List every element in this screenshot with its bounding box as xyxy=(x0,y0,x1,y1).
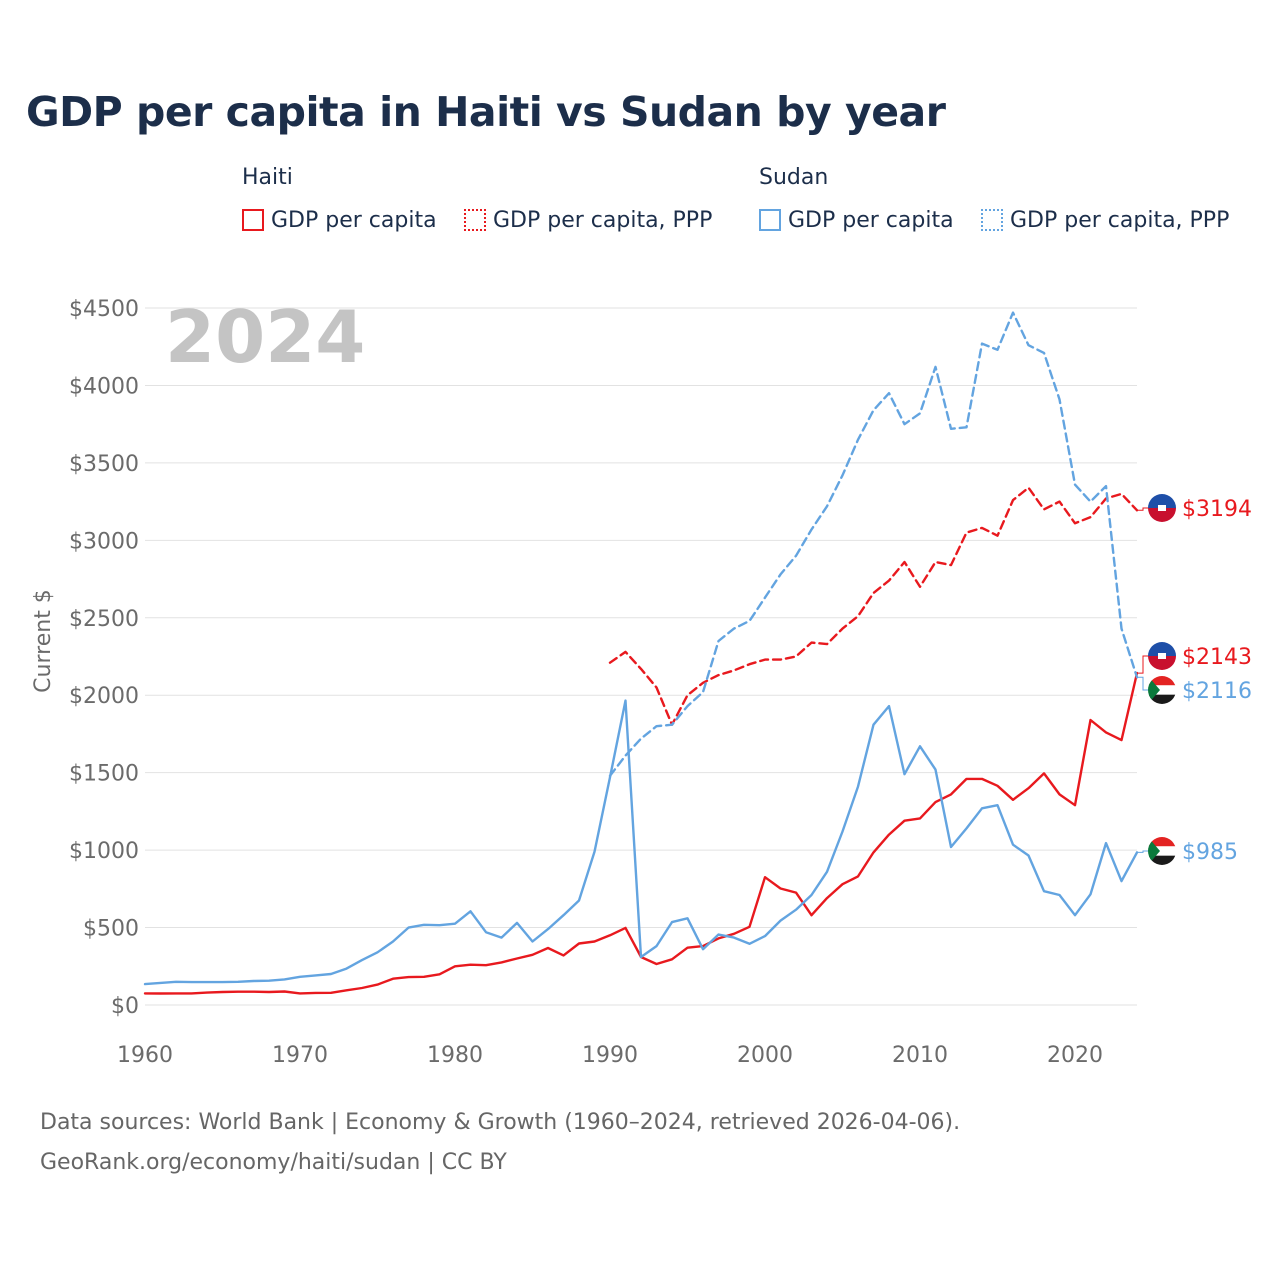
end-value-label: $985 xyxy=(1182,840,1238,865)
flag-triangle xyxy=(1148,676,1160,704)
haiti-flag-icon xyxy=(1148,494,1176,522)
flag-band xyxy=(1148,855,1176,865)
legend-label-haiti-gdp: GDP per capita xyxy=(271,207,437,233)
sudan-flag-icon xyxy=(1148,837,1176,865)
x-tick-label: 1990 xyxy=(582,1043,638,1068)
end-connector xyxy=(1137,655,1148,674)
flag-band xyxy=(1148,694,1176,704)
source-url[interactable]: GeoRank.org/economy/haiti/sudan | CC BY xyxy=(40,1150,507,1175)
x-tick-label: 2000 xyxy=(737,1043,793,1068)
end-value-label: $2116 xyxy=(1182,679,1252,704)
legend-label-sudan-gdp: GDP per capita xyxy=(788,207,954,233)
legend-sudan-ppp[interactable]: GDP per capita, PPP xyxy=(981,205,1229,235)
legend-label-haiti-ppp: GDP per capita, PPP xyxy=(493,207,713,233)
end-connector xyxy=(1137,507,1148,511)
sudan-gdp-per-capita-line[interactable] xyxy=(143,699,1139,986)
y-tick-label: $2500 xyxy=(69,607,139,632)
sudan-gdp-per-capita-ppp-line[interactable] xyxy=(608,311,1139,777)
source-note: Data sources: World Bank | Economy & Gro… xyxy=(40,1110,961,1135)
x-tick-label: 1970 xyxy=(272,1043,328,1068)
y-tick-label: $0 xyxy=(111,994,139,1019)
flag-band xyxy=(1148,837,1176,847)
flag-band xyxy=(1148,676,1176,686)
y-tick-label: $4500 xyxy=(69,297,139,322)
flag-triangle xyxy=(1148,837,1160,865)
x-tick-label: 1980 xyxy=(427,1043,483,1068)
year-watermark: 2024 xyxy=(165,295,365,379)
end-connector xyxy=(1137,676,1148,691)
end-value-label: $3194 xyxy=(1182,497,1252,522)
x-tick-label: 1960 xyxy=(117,1043,173,1068)
legend-group-sudan: Sudan xyxy=(759,165,829,190)
flag-emblem xyxy=(1158,505,1166,511)
y-tick-label: $3000 xyxy=(69,529,139,554)
legend-haiti-gdp[interactable]: GDP per capita xyxy=(242,205,437,235)
haiti-gdp-per-capita-ppp-line[interactable] xyxy=(608,486,1139,726)
legend-swatch-haiti-gdp xyxy=(242,209,264,231)
flag-band xyxy=(1148,494,1176,508)
flag-band xyxy=(1148,656,1176,670)
flag-band xyxy=(1148,846,1176,856)
flag-emblem xyxy=(1158,653,1166,659)
x-tick-label: 2010 xyxy=(892,1043,948,1068)
flag-band xyxy=(1148,642,1176,656)
flag-band xyxy=(1148,508,1176,522)
legend-swatch-sudan-ppp xyxy=(981,209,1003,231)
y-tick-label: $3500 xyxy=(69,452,139,477)
legend-haiti-ppp[interactable]: GDP per capita, PPP xyxy=(464,205,712,235)
haiti-flag-icon xyxy=(1148,642,1176,670)
y-axis-title: Current $ xyxy=(31,589,56,693)
y-tick-label: $2000 xyxy=(69,684,139,709)
legend-label-sudan-ppp: GDP per capita, PPP xyxy=(1010,207,1230,233)
legend-group-haiti: Haiti xyxy=(242,165,293,190)
chart-title: GDP per capita in Haiti vs Sudan by year xyxy=(26,88,946,136)
flag-band xyxy=(1148,685,1176,695)
legend-sudan-gdp[interactable]: GDP per capita xyxy=(759,205,954,235)
end-connector xyxy=(1137,850,1148,853)
end-value-label: $2143 xyxy=(1182,645,1252,670)
y-tick-label: $1500 xyxy=(69,762,139,787)
x-tick-label: 2020 xyxy=(1047,1043,1103,1068)
legend-swatch-haiti-ppp xyxy=(464,209,486,231)
legend-swatch-sudan-gdp xyxy=(759,209,781,231)
y-tick-label: $500 xyxy=(83,917,139,942)
sudan-flag-icon xyxy=(1148,676,1176,704)
y-tick-label: $1000 xyxy=(69,839,139,864)
y-tick-label: $4000 xyxy=(69,374,139,399)
